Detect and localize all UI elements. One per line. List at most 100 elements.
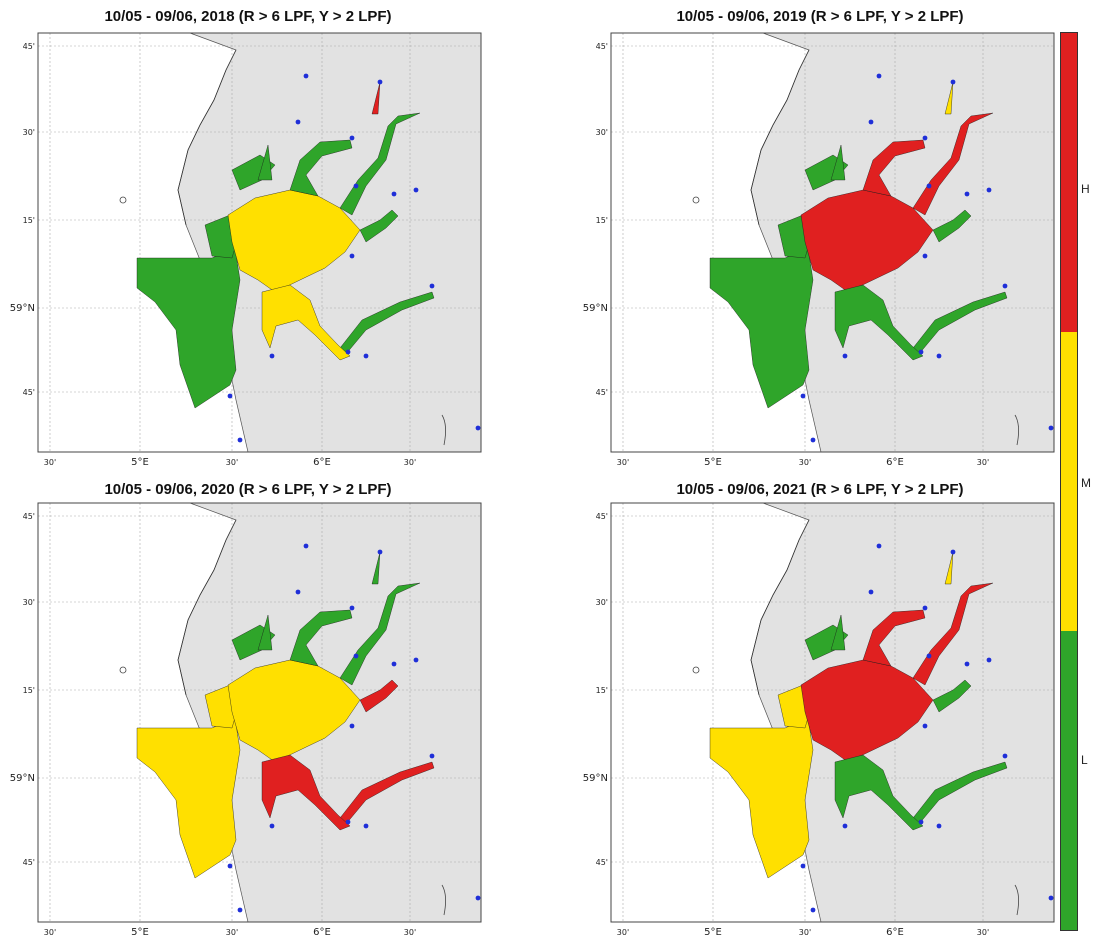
station-marker-9 xyxy=(345,349,351,355)
station-marker-1 xyxy=(295,119,301,125)
station-marker-13 xyxy=(237,907,243,913)
station-marker-2 xyxy=(349,605,355,611)
station-marker-10 xyxy=(363,823,369,829)
station-marker-7 xyxy=(922,723,928,729)
lat-tick-label: 45' xyxy=(596,512,608,521)
zone-northeast-tip xyxy=(944,81,954,115)
station-marker-14 xyxy=(1048,425,1054,431)
station-marker-8 xyxy=(429,753,435,759)
zone-southeast-arm xyxy=(339,761,435,825)
risk-colorbar xyxy=(1060,32,1078,931)
zone-east-arm xyxy=(932,679,972,713)
station-marker-14 xyxy=(475,895,481,901)
lat-tick-label: 59°N xyxy=(10,303,35,314)
station-marker-6 xyxy=(413,657,419,663)
zone-northeast-tip xyxy=(371,81,381,115)
station-marker-3 xyxy=(950,549,956,555)
coastline xyxy=(750,519,810,696)
station-marker-13 xyxy=(237,437,243,443)
zone-northeast-arm xyxy=(862,139,926,197)
lon-tick-label: 30' xyxy=(617,928,629,937)
lat-tick-label: 59°N xyxy=(10,773,35,784)
station-marker-1 xyxy=(295,589,301,595)
lon-tick-label: 30' xyxy=(977,928,989,937)
lat-tick-label: 30' xyxy=(596,128,608,137)
lon-tick-label: 30' xyxy=(226,928,238,937)
zone-northeast-arm xyxy=(289,139,353,197)
station-marker-7 xyxy=(349,723,355,729)
lat-tick-label: 45' xyxy=(23,858,35,867)
river-line xyxy=(441,414,446,446)
offshore-island xyxy=(692,196,700,204)
zone-southeast-arm xyxy=(339,291,435,355)
lat-tick-label: 15' xyxy=(23,686,35,695)
lat-tick-label: 30' xyxy=(23,128,35,137)
lon-tick-label: 5°E xyxy=(131,927,149,938)
station-marker-2 xyxy=(349,135,355,141)
zone-south-channels xyxy=(834,754,924,831)
zone-east-arm xyxy=(932,209,972,243)
lon-tick-label: 6°E xyxy=(886,457,904,468)
map-panel-2018: 45' 30' 15' 59°N 45' 30' 5°E 30' 6°E 30' xyxy=(10,32,482,468)
zone-south-channels xyxy=(834,284,924,361)
lat-tick-label: 59°N xyxy=(583,303,608,314)
lat-tick-label: 15' xyxy=(596,216,608,225)
station-marker-5 xyxy=(391,191,397,197)
lon-tick-label: 30' xyxy=(226,458,238,467)
coastline xyxy=(177,519,237,696)
zone-south-channels xyxy=(261,754,351,831)
map-panel-2020: 45' 30' 15' 59°N 45' 30' 5°E 30' 6°E 30' xyxy=(10,502,482,938)
station-marker-0 xyxy=(876,543,882,549)
colorbar-label-medium: M xyxy=(1081,476,1091,490)
station-marker-12 xyxy=(800,393,806,399)
station-marker-7 xyxy=(349,253,355,259)
station-marker-14 xyxy=(1048,895,1054,901)
lon-tick-label: 30' xyxy=(404,928,416,937)
lon-tick-label: 6°E xyxy=(313,927,331,938)
lat-tick-label: 15' xyxy=(596,686,608,695)
station-marker-12 xyxy=(800,863,806,869)
panel-title-2021: 10/05 - 09/06, 2021 (R > 6 LPF, Y > 2 LP… xyxy=(676,481,964,498)
lat-tick-label: 45' xyxy=(596,388,608,397)
lon-tick-label: 30' xyxy=(977,458,989,467)
lon-tick-label: 30' xyxy=(799,928,811,937)
station-marker-12 xyxy=(227,393,233,399)
colorbar-high-band xyxy=(1061,33,1077,332)
station-marker-6 xyxy=(986,187,992,193)
zone-south-channels xyxy=(261,284,351,361)
panel-title-2018: 10/05 - 09/06, 2018 (R > 6 LPF, Y > 2 LP… xyxy=(104,8,392,25)
offshore-island xyxy=(119,196,127,204)
station-marker-10 xyxy=(363,353,369,359)
lon-tick-label: 5°E xyxy=(131,457,149,468)
station-marker-0 xyxy=(303,73,309,79)
zone-east-arm xyxy=(359,679,399,713)
zone-east-arm xyxy=(359,209,399,243)
zone-northeast-tip xyxy=(371,551,381,585)
station-marker-3 xyxy=(950,79,956,85)
station-marker-10 xyxy=(936,823,942,829)
zone-north-fjord-2 xyxy=(257,144,273,181)
lon-tick-label: 30' xyxy=(404,458,416,467)
lon-tick-label: 5°E xyxy=(704,457,722,468)
lon-tick-label: 30' xyxy=(617,458,629,467)
zone-northeast-tip xyxy=(944,551,954,585)
station-marker-11 xyxy=(269,823,275,829)
coastline xyxy=(750,49,810,226)
zone-northeast-arm xyxy=(862,609,926,667)
station-marker-1 xyxy=(868,119,874,125)
river-line xyxy=(1014,884,1019,916)
station-marker-2 xyxy=(922,135,928,141)
station-marker-9 xyxy=(918,349,924,355)
lon-tick-label: 30' xyxy=(799,458,811,467)
lat-tick-label: 45' xyxy=(596,858,608,867)
zone-northeast-arm xyxy=(289,609,353,667)
zone-northeast-long-arm xyxy=(339,112,421,216)
river-line xyxy=(441,884,446,916)
station-marker-11 xyxy=(269,353,275,359)
station-marker-11 xyxy=(842,823,848,829)
panel-title-2019: 10/05 - 09/06, 2019 (R > 6 LPF, Y > 2 LP… xyxy=(676,8,964,25)
station-marker-8 xyxy=(1002,283,1008,289)
station-marker-8 xyxy=(1002,753,1008,759)
panel-title-2020: 10/05 - 09/06, 2020 (R > 6 LPF, Y > 2 LP… xyxy=(104,481,392,498)
zone-southeast-arm xyxy=(912,291,1008,355)
